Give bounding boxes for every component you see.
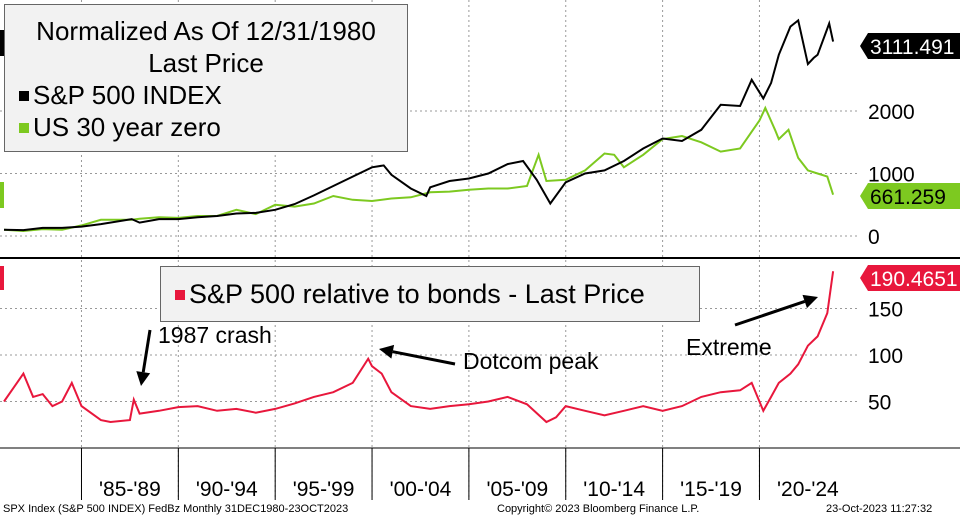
sp500-swatch	[19, 91, 29, 101]
legend-label-sp500: S&P 500 INDEX	[33, 80, 222, 110]
left-edge-marker-bonds	[0, 182, 4, 208]
x-tick-label: '95-'99	[293, 478, 355, 501]
top-legend: Normalized As Of 12/31/1980 Last Price S…	[4, 4, 408, 152]
series-layer	[3, 18, 835, 424]
footer-copyright: Copyright© 2023 Bloomberg Finance L.P.	[497, 503, 700, 515]
annotation-arrows	[136, 294, 818, 386]
annotation-dotcom-peak: Dotcom peak	[463, 348, 599, 374]
legend-item-bonds: US 30 year zero	[5, 111, 407, 143]
tick-labels: 0 1000 2000 50 100 150	[868, 101, 915, 415]
sp500-last-value-label: 3111.491	[870, 36, 954, 59]
x-tick-label: '00-'04	[390, 478, 452, 501]
bottom-ytick-label: 150	[868, 299, 903, 322]
top-legend-title-line2: Last Price	[148, 48, 264, 78]
sp500-last-value-badge	[860, 33, 960, 59]
left-edge-marker-relative	[0, 266, 4, 290]
bottom-legend: S&P 500 relative to bonds - Last Price	[160, 266, 700, 322]
last-value-badges: 3111.491 661.259 190.4651	[0, 30, 960, 291]
x-axis-gridlines	[80, 0, 760, 500]
bottom-ytick-label: 50	[868, 392, 891, 415]
bonds-last-value-badge	[860, 183, 960, 209]
x-tick-label: '90-'94	[196, 478, 258, 501]
relative-last-value-label: 190.4651	[870, 268, 958, 291]
crash-arrow	[136, 329, 152, 386]
series-sp500	[3, 18, 835, 232]
bottom-legend-label: S&P 500 relative to bonds - Last Price	[189, 279, 645, 309]
annotation-1987-crash: 1987 crash	[158, 322, 272, 348]
top-ytick-label: 0	[868, 226, 880, 249]
series-relative	[3, 271, 835, 424]
footer-source: SPX Index (S&P 500 INDEX) FedBz Monthly …	[3, 503, 349, 515]
top-ytick-label: 2000	[868, 101, 915, 124]
extreme-arrow	[734, 294, 818, 327]
x-tick-label: '85-'89	[99, 478, 161, 501]
dotcom-arrow	[379, 344, 456, 366]
x-tick-label: '10-'14	[583, 478, 645, 501]
relative-swatch	[175, 290, 185, 300]
bottom-ytick-label: 100	[868, 345, 903, 368]
legend-label-bonds: US 30 year zero	[33, 112, 221, 142]
top-legend-title-line1: Normalized As Of 12/31/1980	[36, 16, 376, 46]
x-tick-label: '05-'09	[486, 478, 548, 501]
series-us30-zero	[3, 105, 835, 233]
bonds-swatch	[19, 123, 29, 133]
annotation-extreme: Extreme	[686, 334, 772, 360]
x-tick-label: '20-'24	[777, 478, 839, 501]
x-axis-labels: '85-'89 '90-'94 '95-'99 '00-'04 '05-'09 '10-'…	[99, 478, 839, 501]
footer-timestamp: 23-Oct-2023 11:27:32	[826, 503, 933, 515]
top-ytick-label: 1000	[868, 164, 915, 187]
legend-item-sp500: S&P 500 INDEX	[5, 79, 407, 111]
bonds-last-value-label: 661.259	[870, 186, 946, 209]
left-edge-marker-sp500	[0, 30, 4, 56]
x-tick-label: '15-'19	[680, 478, 742, 501]
relative-last-value-badge	[860, 265, 960, 291]
